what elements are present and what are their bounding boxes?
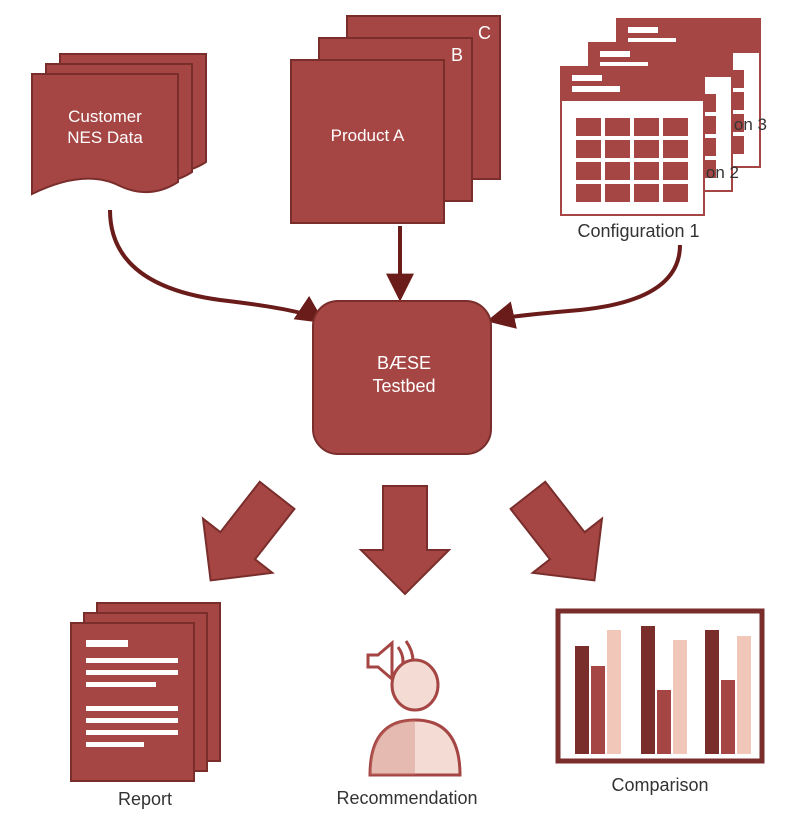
comparison-label: Comparison [555, 774, 765, 797]
comparison-icon: Comparison [555, 608, 765, 808]
testbed-box: BÆSETestbed [312, 300, 492, 455]
testbed-label: BÆSETestbed [314, 352, 494, 397]
output-arrow-right [495, 470, 615, 630]
report-label: Report [70, 788, 220, 811]
recommendation-icon: Recommendation [320, 625, 490, 825]
recommendation-label: Recommendation [312, 787, 502, 810]
output-arrow-center [345, 470, 465, 630]
report-icon: Report [70, 602, 240, 802]
